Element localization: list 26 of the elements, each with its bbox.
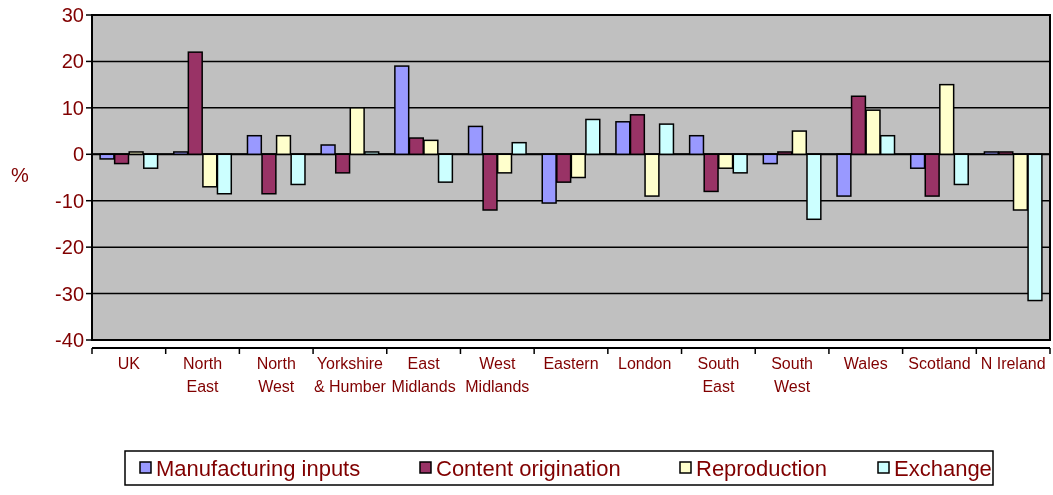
x-tick-label: Yorkshire & Humber bbox=[313, 355, 387, 395]
x-tick-label: Scotland bbox=[908, 355, 971, 372]
x-tick-label: London bbox=[618, 355, 672, 372]
legend-label: Content origination bbox=[436, 455, 621, 481]
x-tick-label: South West bbox=[771, 355, 813, 395]
x-tick-label: Wales bbox=[843, 355, 888, 372]
y-tick-label: -40 bbox=[55, 329, 84, 351]
y-axis-title: % bbox=[11, 164, 30, 187]
x-tick-label: Eastern bbox=[543, 355, 599, 372]
y-tick-label: -30 bbox=[55, 282, 84, 305]
y-tick-label: 0 bbox=[72, 143, 84, 166]
x-tick-label: UK bbox=[117, 355, 141, 372]
y-tick-label: -10 bbox=[55, 189, 84, 212]
legend-label: Exchange bbox=[894, 455, 992, 481]
x-tick-label: North West bbox=[256, 355, 296, 395]
x-tick-label: N Ireland bbox=[980, 355, 1046, 372]
x-tick-label: South East bbox=[697, 355, 740, 395]
y-tick-label: 30 bbox=[61, 4, 84, 26]
legend-label: Manufacturing inputs bbox=[156, 455, 361, 481]
x-tick-label: East Midlands bbox=[391, 355, 456, 395]
legend-label: Reproduction bbox=[696, 455, 827, 481]
y-tick-label: 20 bbox=[61, 50, 84, 73]
y-tick-label: -20 bbox=[55, 236, 84, 259]
x-tick-label: West Midlands bbox=[465, 355, 530, 395]
x-tick-label: North East bbox=[182, 355, 223, 395]
y-tick-label: 10 bbox=[61, 96, 84, 119]
